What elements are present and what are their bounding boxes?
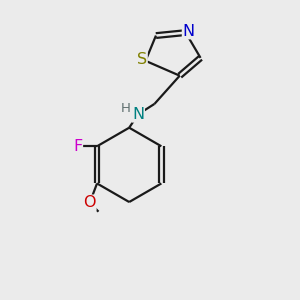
Text: F: F <box>73 139 82 154</box>
Text: H: H <box>121 103 130 116</box>
Text: N: N <box>183 24 195 39</box>
Text: O: O <box>83 195 96 210</box>
Text: N: N <box>132 107 144 122</box>
Text: S: S <box>137 52 147 68</box>
